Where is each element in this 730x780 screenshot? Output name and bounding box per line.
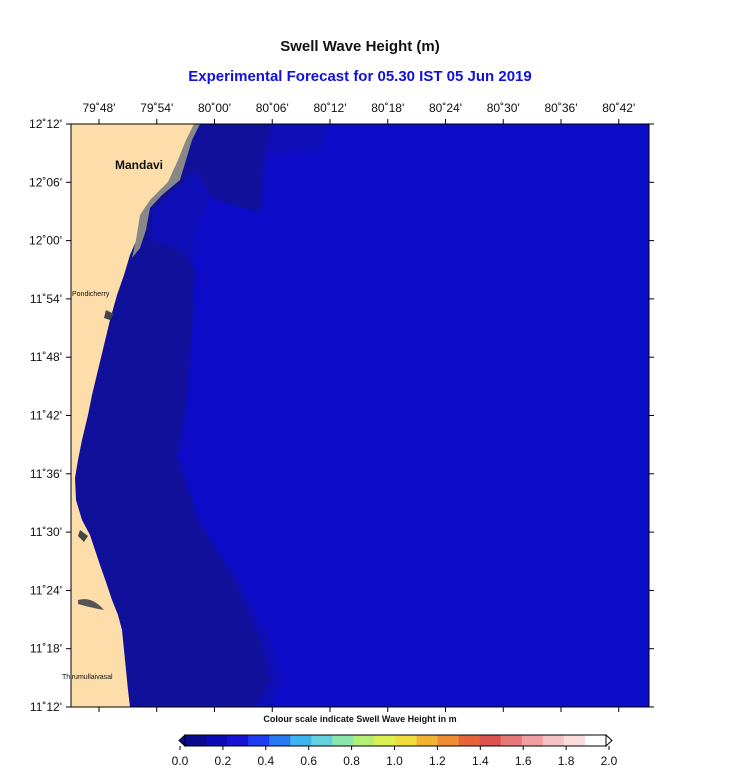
colour-scale-label: 2.0	[601, 754, 618, 768]
y-tick-label: 12˚12'	[29, 117, 62, 131]
y-tick-label: 11˚24'	[30, 583, 62, 597]
colour-scale-swatch	[206, 735, 228, 746]
place-label-mandavi: Mandavi	[115, 158, 163, 172]
coastline-land	[71, 124, 200, 707]
colour-scale-label: 1.0	[386, 754, 403, 768]
colour-scale-swatch	[353, 735, 375, 746]
map-title: Swell Wave Height (m)	[280, 38, 440, 55]
y-tick-label: 11˚54'	[30, 292, 62, 306]
colour-scale-swatch	[479, 735, 502, 746]
colour-scale-swatch	[458, 735, 481, 746]
colour-scale-swatch	[584, 735, 607, 746]
colour-scale-label: 0.2	[215, 754, 232, 768]
colour-scale-swatch	[248, 735, 270, 746]
colour-scale-swatch	[521, 735, 544, 746]
x-axis: 79˚48' 79˚54' 80˚00' 80˚06' 80˚12' 80˚18' 80˚2…	[83, 101, 635, 712]
y-tick-label: 11˚36'	[30, 467, 62, 481]
map-subtitle: Experimental Forecast for 05.30 IST 05 J…	[188, 68, 532, 85]
colour-scale-label: 0.0	[172, 754, 189, 768]
colour-scale-swatch	[290, 735, 312, 746]
colour-scale-swatch	[311, 735, 333, 746]
y-tick-label: 11˚48'	[30, 350, 62, 364]
x-tick-label: 80˚00'	[198, 101, 231, 115]
colour-scale-label: 0.6	[300, 754, 317, 768]
colour-scale-swatch	[227, 735, 249, 746]
x-tick-label: 80˚42'	[602, 101, 635, 115]
colour-scale-label: 1.4	[472, 754, 489, 768]
colour-scale-swatch	[437, 735, 460, 746]
y-tick-label: 11˚12'	[30, 700, 62, 714]
x-tick-label: 79˚54'	[140, 101, 173, 115]
y-tick-label: 11˚18'	[30, 642, 62, 656]
colour-scale-swatch	[542, 735, 565, 746]
x-tick-label: 80˚24'	[429, 101, 462, 115]
y-tick-label: 11˚42'	[30, 409, 62, 423]
colour-scale-label: 0.4	[257, 754, 274, 768]
x-tick-label: 80˚06'	[256, 101, 289, 115]
lagoon-mark	[78, 599, 104, 610]
colour-scale-swatch	[185, 735, 207, 746]
colour-scale-label: 1.8	[558, 754, 575, 768]
colour-scale-swatch	[416, 735, 439, 746]
x-tick-label: 80˚18'	[371, 101, 404, 115]
y-tick-label: 12˚06'	[29, 175, 62, 189]
colour-scale-arrow-low	[178, 733, 186, 748]
x-tick-label: 80˚36'	[545, 101, 578, 115]
colour-scale-label: 1.2	[429, 754, 446, 768]
x-tick-label: 79˚48'	[83, 101, 116, 115]
shore-shelf	[132, 124, 200, 258]
colour-scale-swatch	[500, 735, 523, 746]
colour-scale-swatch	[563, 735, 586, 746]
x-tick-label: 80˚12'	[314, 101, 347, 115]
y-tick-label: 12˚00'	[29, 234, 62, 248]
colour-scale-arrow-high	[605, 733, 613, 748]
colour-scale-swatch	[374, 735, 396, 746]
x-tick-label: 80˚30'	[487, 101, 520, 115]
colour-scale-label: 1.6	[515, 754, 532, 768]
colour-scale-bar: 0.0 0.2 0.4 0.6 0.8 1.0 1.2 1.4 1.6 1.8 2.0	[172, 733, 618, 768]
y-tick-label: 11˚30'	[30, 525, 62, 539]
colour-scale-label: 0.8	[343, 754, 360, 768]
river-mark-pondicherry	[104, 310, 114, 320]
colour-scale-swatch	[332, 735, 354, 746]
river-mark-south	[78, 530, 88, 542]
colour-scale-frame	[184, 734, 607, 747]
place-label-thirumullaivasal: Thirumullaivasal	[62, 674, 113, 681]
colour-scale-caption: Colour scale indicate Swell Wave Height …	[263, 714, 457, 724]
colour-scale-swatch	[395, 735, 418, 746]
y-axis: 12˚12' 12˚06' 12˚00' 11˚54' 11˚48' 11˚42' 11˚3…	[29, 117, 654, 714]
place-label-pondicherry: Pondicherry	[72, 291, 110, 298]
colour-scale-swatch	[269, 735, 291, 746]
